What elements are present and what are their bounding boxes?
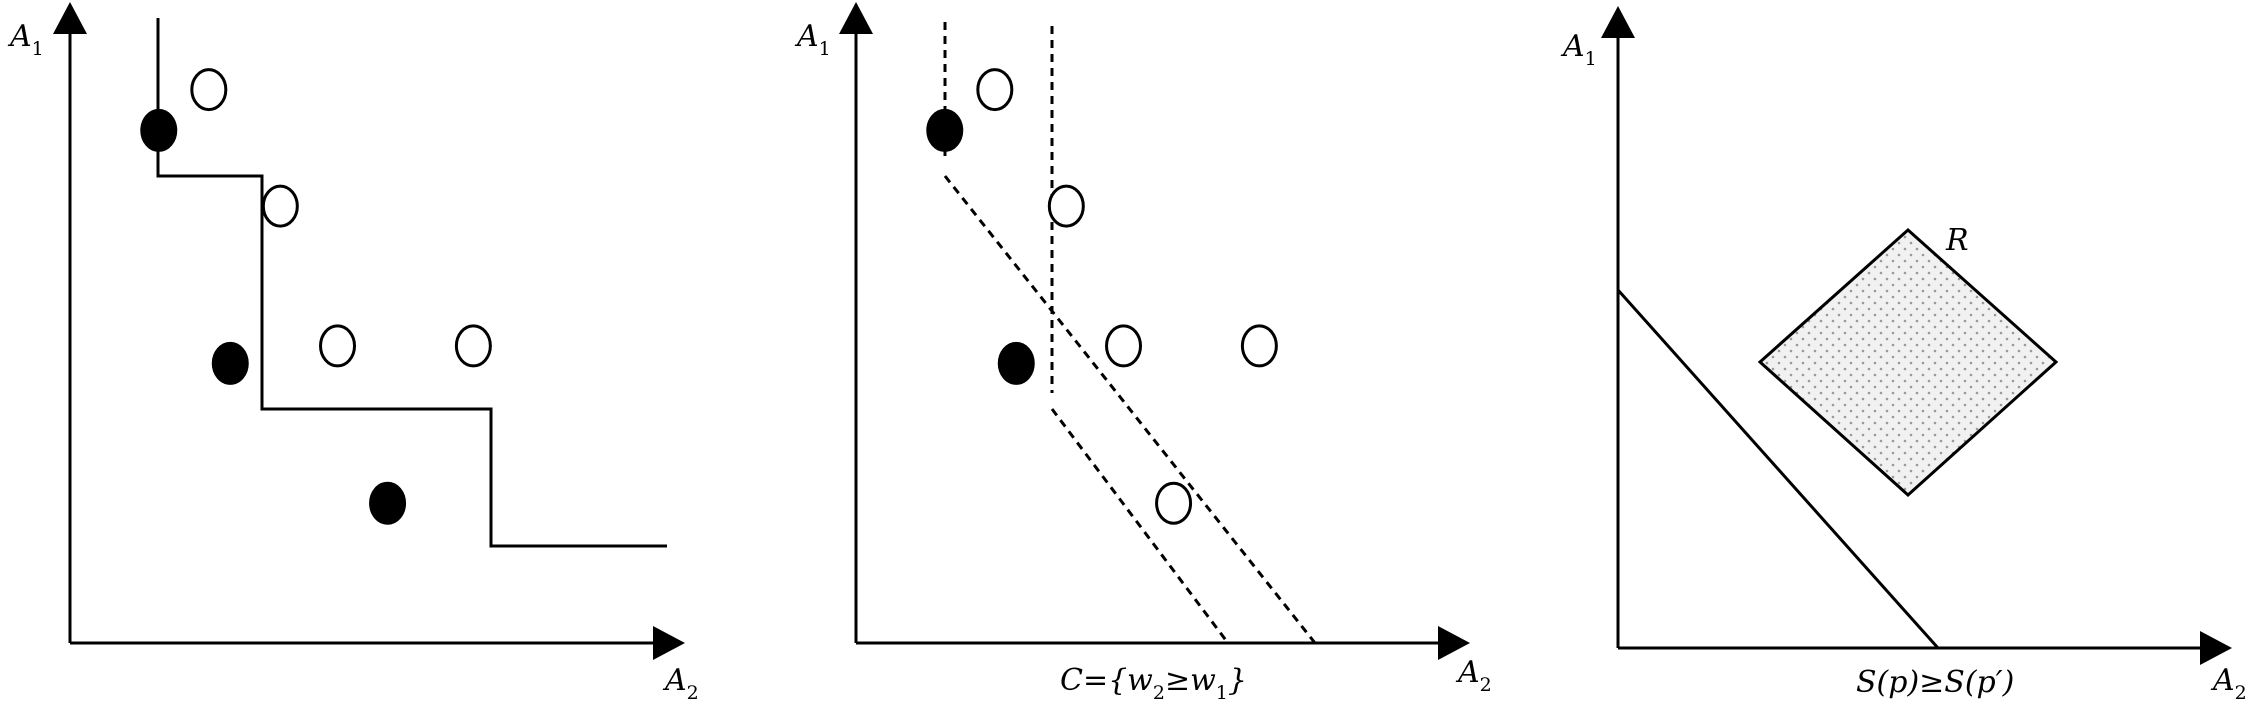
panel3-region-label: R xyxy=(1945,223,1969,258)
panel3-x-axis xyxy=(1618,631,2232,665)
panel2-caption: C={w2≥w1} xyxy=(1060,663,1247,704)
panel-staircase: A1 A2 xyxy=(7,2,699,704)
panel2-points xyxy=(926,68,1278,525)
panel1-x-axis xyxy=(70,626,685,660)
panel1-filled-point-0 xyxy=(140,108,178,152)
panel2-open-point-2 xyxy=(976,68,1014,112)
panel2-y-axis-label: A1 xyxy=(794,19,831,60)
panel1-staircase-line xyxy=(156,18,667,548)
panel-region: A1 A2 R S(p)≥S(p′) xyxy=(1560,6,2247,704)
panel2-x-axis xyxy=(856,626,1470,660)
panel1-x-axis-label: A2 xyxy=(662,663,699,704)
panel-cone: A1 A2 C={w2≥w1} xyxy=(794,2,1492,704)
panel2-open-point-6 xyxy=(1155,481,1193,525)
panel2-cone-2 xyxy=(1050,26,1230,644)
panel2-filled-point-1 xyxy=(997,341,1035,385)
panel1-open-point-5 xyxy=(319,324,357,368)
panel2-x-axis-label: A2 xyxy=(1455,655,1492,696)
panel2-filled-point-0 xyxy=(926,108,964,152)
panel1-y-axis xyxy=(53,2,87,643)
panel2-open-point-3 xyxy=(1047,184,1085,228)
panel3-x-axis-label: A2 xyxy=(2210,663,2247,704)
panel1-y-axis-label: A1 xyxy=(7,19,44,60)
panel3-caption: S(p)≥S(p′) xyxy=(1856,665,2014,700)
panel3-separating-line xyxy=(1616,289,1940,649)
panel3-y-axis-label: A1 xyxy=(1560,29,1597,70)
panel1-open-point-3 xyxy=(190,68,228,112)
panel1-open-point-4 xyxy=(261,184,299,228)
panel2-y-axis xyxy=(839,2,873,643)
panel2-open-point-5 xyxy=(1240,324,1278,368)
panel3-y-axis xyxy=(1601,6,1635,648)
panel2-open-point-4 xyxy=(1105,324,1143,368)
panel1-points xyxy=(140,68,492,525)
panel1-open-point-6 xyxy=(454,324,492,368)
panel3-region-r xyxy=(1757,227,2059,498)
panel1-filled-point-2 xyxy=(369,481,407,525)
panel1-filled-point-1 xyxy=(211,341,249,385)
